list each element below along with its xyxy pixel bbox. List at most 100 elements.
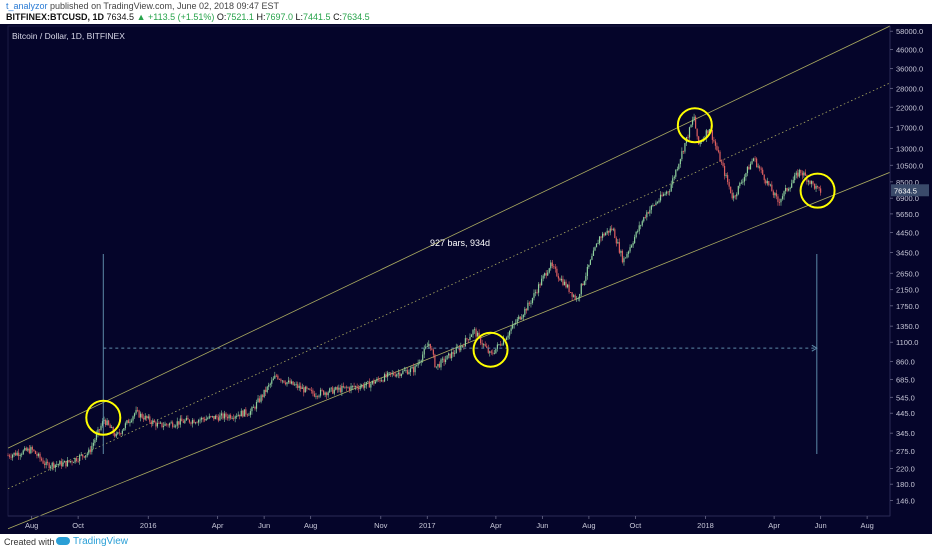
candle-body <box>333 389 335 394</box>
author-link[interactable]: t_analyzor <box>6 1 48 11</box>
candle-body <box>219 415 221 421</box>
candle-body <box>707 130 709 134</box>
candle-body <box>7 455 9 457</box>
y-tick-label: 3450.0 <box>896 249 919 258</box>
candle-body <box>475 329 477 337</box>
candle-body <box>130 420 133 422</box>
measure-arrow-icon <box>811 344 818 352</box>
candle-body <box>484 344 486 347</box>
tradingview-logo[interactable]: TradingView <box>56 536 128 547</box>
candle-body <box>630 245 633 248</box>
candle-body <box>18 452 20 456</box>
candle-body <box>141 413 143 418</box>
candle-body <box>791 183 793 188</box>
low-label: L: <box>295 12 304 22</box>
candle-body <box>489 351 491 353</box>
candle-body <box>233 418 235 419</box>
candle-body <box>678 164 680 170</box>
candle-body <box>315 396 317 397</box>
candle-body <box>222 413 224 419</box>
candle-body <box>582 283 584 286</box>
candle-body <box>69 461 72 462</box>
chart-area[interactable]: 927 bars, 934d Bitcoin / Dollar, 1D, BITF… <box>0 24 932 534</box>
candle-body <box>455 347 457 354</box>
candle-body <box>647 212 649 214</box>
candle-body <box>63 461 66 463</box>
highlight-circle-3[interactable] <box>799 172 836 209</box>
channel-line-0[interactable] <box>7 25 891 449</box>
candle-body <box>185 417 187 421</box>
candle-body <box>473 329 476 331</box>
candle-body <box>258 398 261 402</box>
candle-body <box>353 385 355 387</box>
candle-body <box>25 447 27 451</box>
candle-body <box>376 378 378 382</box>
candle-body <box>111 427 113 428</box>
candle-body <box>664 193 666 195</box>
highlight-circle-0[interactable] <box>85 399 122 436</box>
candle-body <box>463 345 465 347</box>
x-tick-label: Aug <box>25 521 38 530</box>
candle-body <box>579 294 581 298</box>
y-tick-label: 36000.0 <box>896 65 923 74</box>
x-tick-label: 2018 <box>697 521 714 530</box>
channel-line-2[interactable] <box>7 171 891 530</box>
candle-body <box>705 130 707 139</box>
last-price: 7634.5 <box>106 12 135 22</box>
candle-body <box>423 348 425 355</box>
candle-body <box>681 151 683 160</box>
candle-body <box>414 365 416 373</box>
candle-body <box>40 458 43 461</box>
candle-body <box>586 266 588 277</box>
candle-body <box>740 182 742 184</box>
highlight-circle-1[interactable] <box>472 331 509 368</box>
candle-body <box>373 380 375 384</box>
candle-body <box>10 456 12 458</box>
candle-body <box>379 379 381 382</box>
candle-body <box>13 452 15 455</box>
candle-body <box>679 159 681 165</box>
candle-body <box>755 158 758 167</box>
candle-body <box>638 225 640 232</box>
candle-body <box>140 413 142 418</box>
candle-body <box>803 172 805 176</box>
candle-body <box>487 347 489 353</box>
candle-body <box>662 194 665 196</box>
candle-body <box>620 250 622 253</box>
symbol-label[interactable]: BITFINEX:BTCUSD, 1D <box>6 12 105 22</box>
candle-body <box>743 177 745 182</box>
candle-body <box>748 166 750 170</box>
candle-body <box>170 422 172 424</box>
candle-body <box>86 453 88 456</box>
candle-body <box>271 380 273 384</box>
price-chart[interactable]: 927 bars, 934d Bitcoin / Dollar, 1D, BITF… <box>0 24 932 534</box>
candle-body <box>60 461 62 467</box>
candle-body <box>245 409 247 415</box>
candle-body <box>437 363 439 367</box>
candle-body <box>172 422 174 427</box>
candle-body <box>117 432 119 434</box>
highlight-circle-2[interactable] <box>676 107 713 144</box>
candle-body <box>382 380 384 382</box>
candle-body <box>292 381 294 386</box>
candle-body <box>402 370 404 374</box>
created-with-text: Created with <box>4 537 55 547</box>
y-tick-label: 860.0 <box>896 358 915 367</box>
candle-body <box>396 374 398 377</box>
candle-body <box>178 421 180 425</box>
candle-body <box>800 169 802 173</box>
candle-body <box>108 420 110 425</box>
candle-body <box>120 433 122 435</box>
channel-line-1[interactable] <box>7 82 891 490</box>
candle-body <box>339 387 341 393</box>
candle-body <box>268 384 270 387</box>
last-price-tag <box>891 184 929 197</box>
y-tick-label: 445.0 <box>896 409 915 418</box>
candle-body <box>249 411 252 415</box>
candle-body <box>778 202 781 203</box>
candle-body <box>737 185 739 195</box>
candle-body <box>173 426 175 428</box>
candle-body <box>812 181 814 184</box>
candle-body <box>608 230 610 233</box>
candle-body <box>240 410 242 417</box>
